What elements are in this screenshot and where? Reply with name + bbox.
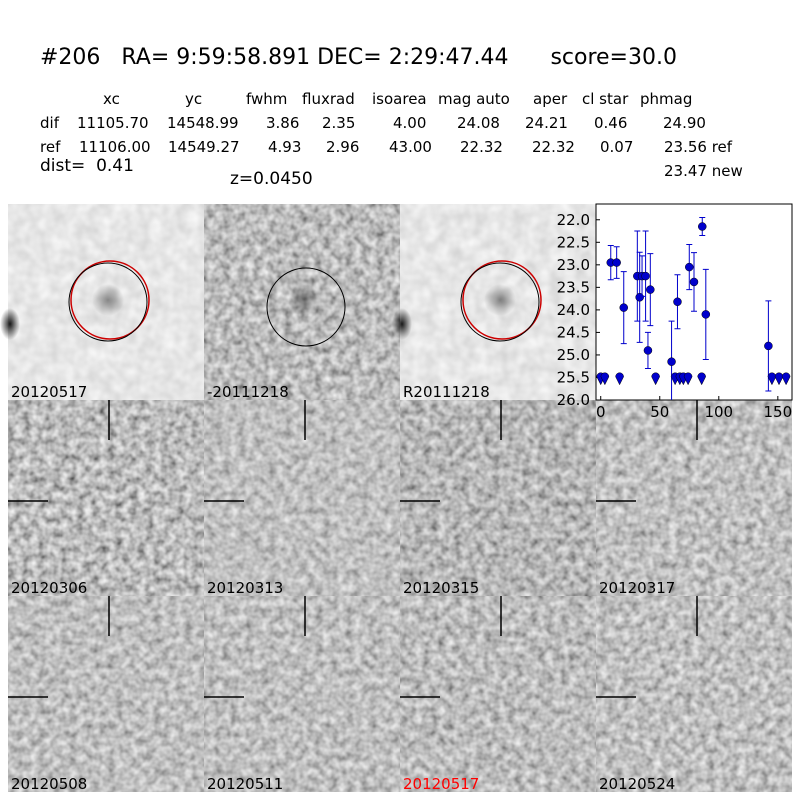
image-panel <box>399 595 597 793</box>
table-cell: 24.90 <box>663 114 706 132</box>
table-cell: 14549.27 <box>168 138 240 156</box>
edge-source <box>0 308 20 340</box>
row-label: dif <box>40 114 60 132</box>
panel-label: 20120524 <box>599 775 675 793</box>
x-tick-label: 0 <box>596 403 606 421</box>
column-header: fwhm <box>246 90 287 108</box>
aperture-red <box>462 260 542 340</box>
image-panel <box>7 399 205 597</box>
point <box>643 346 653 355</box>
y-tick-label: 24.5 <box>557 323 590 341</box>
y-tick-label: 23.0 <box>557 256 590 274</box>
x-tick-label: 150 <box>764 403 793 421</box>
table-cell: 3.86 <box>266 114 299 132</box>
panel-label: R20111218 <box>403 383 490 401</box>
y-tick-label: 26.0 <box>557 391 590 409</box>
upper-limit <box>683 372 693 386</box>
table-cell: 11105.70 <box>77 114 149 132</box>
edge-source <box>392 308 412 340</box>
table-cell: 2.96 <box>326 138 359 156</box>
image-panel <box>595 399 793 597</box>
table-cell: 4.00 <box>393 114 426 132</box>
column-header: phmag <box>640 90 692 108</box>
table-cell: 24.21 <box>525 114 568 132</box>
panel-label: -20111218 <box>207 383 289 401</box>
panel-label: 20120508 <box>11 775 87 793</box>
table-cell: 0.07 <box>600 138 633 156</box>
image-panel <box>203 399 401 597</box>
table-cell: 22.32 <box>460 138 503 156</box>
aperture-red <box>70 260 150 340</box>
y-tick-label: 25.5 <box>557 368 590 386</box>
point <box>701 310 711 319</box>
y-tick-label: 24.0 <box>557 301 590 319</box>
point <box>689 277 699 287</box>
table-cell: 22.32 <box>532 138 575 156</box>
column-header: fluxrad <box>302 90 355 108</box>
source <box>288 284 320 316</box>
y-tick-label: 22.5 <box>557 233 590 251</box>
point <box>619 303 628 312</box>
aperture <box>68 262 148 342</box>
image-panel <box>595 595 793 793</box>
panel-label: 20120317 <box>599 579 675 597</box>
table-cell: 14548.99 <box>167 114 239 132</box>
panel-label: 20120511 <box>207 775 283 793</box>
point <box>685 262 694 272</box>
light-curve: 22.0 22.5 23.0 23.5 24.0 24.5 25.0 25.5 26.0 0 50 1… <box>557 203 793 421</box>
panel-label: 20120313 <box>207 579 283 597</box>
y-tick-label: 25.0 <box>557 346 590 364</box>
table-cell: 2.35 <box>322 114 355 132</box>
x-tick-label: 50 <box>650 403 669 421</box>
table-cell: 11106.00 <box>79 138 151 156</box>
table-cell: 43.00 <box>389 138 432 156</box>
image-panel <box>7 595 205 793</box>
column-header: mag auto <box>438 90 510 108</box>
point <box>764 341 773 351</box>
table-cell: 4.93 <box>268 138 301 156</box>
point <box>667 357 676 366</box>
column-header: xc <box>103 90 120 108</box>
upper-limit <box>651 372 660 386</box>
panel-label: 20120306 <box>11 579 87 597</box>
panel-label: 20120315 <box>403 579 479 597</box>
title: #206 RA= 9:59:58.891 DEC= 2:29:47.44 sco… <box>40 45 677 70</box>
x-tick-label: 100 <box>704 403 733 421</box>
aperture <box>460 262 540 342</box>
point <box>698 222 707 231</box>
series <box>596 217 791 400</box>
panel-label: 20120517 <box>11 383 87 401</box>
column-header: yc <box>185 90 202 108</box>
phmag-new: 23.47 new <box>664 162 743 180</box>
upper-limit <box>615 372 624 386</box>
column-header: isoarea <box>372 90 427 108</box>
upper-limit <box>781 372 791 386</box>
panel-label: 20120517 <box>403 775 479 793</box>
image-grid: 20120517 -20111218 R20111218 20120306 201203… <box>0 203 793 793</box>
upper-limit <box>697 372 706 386</box>
y-tick-label: 23.5 <box>557 278 590 296</box>
z: z=0.0450 <box>230 169 313 189</box>
dist: dist= 0.41 <box>40 156 134 176</box>
table-cell: 24.08 <box>457 114 500 132</box>
table-cell: 23.56 ref <box>664 138 733 156</box>
source <box>484 284 516 316</box>
point <box>641 271 650 281</box>
y-tick-label: 22.0 <box>557 211 590 229</box>
upper-limit <box>600 372 610 386</box>
row-label: ref <box>40 138 61 156</box>
source <box>92 284 124 316</box>
column-header: cl star <box>582 90 629 108</box>
point <box>646 285 655 294</box>
column-header: aper <box>533 90 568 108</box>
image-panel <box>399 399 597 597</box>
table-cell: 0.46 <box>594 114 627 132</box>
point <box>673 297 682 307</box>
point <box>612 258 621 267</box>
image-panel <box>203 595 401 793</box>
aperture <box>266 267 346 347</box>
